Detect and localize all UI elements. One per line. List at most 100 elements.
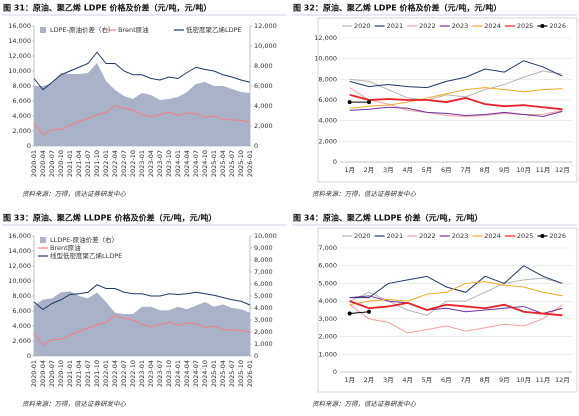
y-tick-label: 16,000 bbox=[8, 232, 31, 240]
x-tick-label: 2021-10 bbox=[93, 150, 101, 177]
line bbox=[349, 311, 370, 315]
y-tick-label: 16,000 bbox=[8, 22, 31, 30]
x-tick-label: 7月 bbox=[460, 376, 471, 384]
legend-label: 2024 bbox=[484, 22, 501, 30]
line bbox=[33, 314, 251, 346]
y-tick-label: 8,000 bbox=[318, 75, 337, 83]
y-tick-label: 4,000 bbox=[12, 322, 31, 330]
x-tick-label: 2021-04 bbox=[75, 150, 83, 177]
legend-label: 2020 bbox=[354, 22, 371, 30]
legend-label: 2021 bbox=[387, 22, 404, 30]
x-tick-label: 2025-07 bbox=[228, 150, 236, 177]
y2-tick-label: 8,000 bbox=[254, 256, 273, 264]
x-tick-label: 2021-07 bbox=[84, 360, 92, 387]
frame bbox=[317, 227, 578, 393]
x-tick-label: 2024-07 bbox=[192, 360, 200, 387]
x-tick-label: 2025-07 bbox=[228, 360, 236, 387]
point bbox=[367, 100, 371, 105]
y-tick-label: 10,000 bbox=[8, 67, 31, 75]
legend-marker bbox=[540, 234, 545, 238]
legend-swatch bbox=[40, 237, 46, 243]
area bbox=[34, 63, 250, 146]
source-note: 资料来源：万得，信达证券研发中心 bbox=[22, 190, 127, 198]
line bbox=[349, 93, 563, 111]
x-tick-label: 2022-10 bbox=[129, 360, 137, 387]
x-tick-label: 1月 bbox=[344, 166, 355, 174]
x-tick-label: 2021-04 bbox=[75, 360, 83, 387]
line bbox=[349, 70, 563, 101]
x-tick-label: 2023-10 bbox=[165, 360, 173, 387]
x-tick-label: 2月 bbox=[364, 166, 375, 174]
x-tick-label: 2025-01 bbox=[210, 360, 218, 387]
y-tick-label: 0 bbox=[27, 352, 31, 360]
x-tick-label: 3月 bbox=[383, 376, 394, 384]
y-tick-label: 2,000 bbox=[318, 137, 337, 145]
x-tick-label: 2023-01 bbox=[138, 360, 146, 387]
x-tick-label: 2025-10 bbox=[237, 360, 245, 387]
y-tick-label: 0 bbox=[27, 142, 31, 150]
y-tick-label: 2,000 bbox=[12, 127, 31, 135]
x-tick-label: 2026-01 bbox=[246, 360, 254, 387]
x-tick-label: 2022-10 bbox=[129, 150, 137, 177]
x-tick-label: 5月 bbox=[422, 166, 433, 174]
point bbox=[347, 100, 352, 105]
legend-label: 2026 bbox=[549, 232, 566, 240]
x-tick-label: 2024-04 bbox=[183, 360, 191, 387]
line bbox=[33, 51, 251, 91]
x-tick-label: 9月 bbox=[499, 166, 510, 174]
frame bbox=[317, 17, 578, 183]
x-tick-label: 8月 bbox=[480, 376, 491, 384]
x-tick-label: 2023-07 bbox=[156, 150, 164, 177]
x-tick-label: 2023-10 bbox=[165, 150, 173, 177]
legend-label: 2021 bbox=[387, 232, 404, 240]
legend-label: 低密度聚乙烯LDPE bbox=[186, 25, 242, 34]
line bbox=[349, 295, 563, 315]
legend-label: 2022 bbox=[419, 22, 436, 30]
x-tick-label: 9月 bbox=[499, 376, 510, 384]
y2-tick-label: 0 bbox=[254, 352, 258, 360]
line bbox=[33, 104, 251, 136]
y2-tick-label: 9,000 bbox=[254, 244, 273, 252]
x-tick-label: 2025-10 bbox=[237, 150, 245, 177]
x-tick-label: 7月 bbox=[460, 166, 471, 174]
x-tick-label: 2021-01 bbox=[66, 360, 74, 387]
x-tick-label: 11月 bbox=[536, 376, 551, 384]
x-tick-label: 6月 bbox=[441, 166, 452, 174]
y2-tick-label: 8,000 bbox=[254, 62, 273, 70]
legend-marker bbox=[540, 24, 545, 28]
y2-tick-label: 5,000 bbox=[254, 292, 273, 300]
x-tick-label: 2024-01 bbox=[174, 360, 182, 387]
x-tick-label: 2020-10 bbox=[57, 360, 65, 387]
x-tick-label: 2023-01 bbox=[138, 150, 146, 177]
y-tick-label: 4,000 bbox=[318, 297, 337, 305]
y2-tick-label: 1,000 bbox=[254, 340, 273, 348]
y-tick-label: 14,000 bbox=[8, 37, 31, 45]
y-tick-label: 4,000 bbox=[12, 112, 31, 120]
x-tick-label: 2022-07 bbox=[120, 150, 128, 177]
legend-label: LLDPE-原油价差（右） bbox=[50, 235, 118, 244]
y-tick-label: 2,000 bbox=[12, 337, 31, 345]
x-tick-label: 2023-04 bbox=[147, 150, 155, 177]
y2-tick-label: 4,000 bbox=[254, 102, 273, 110]
x-tick-label: 10月 bbox=[516, 376, 531, 384]
x-tick-label: 11月 bbox=[536, 166, 551, 174]
x-tick-label: 2022-04 bbox=[111, 360, 119, 387]
chart-title: 图 34：原油、聚乙烯 LLDPE 价差（元/吨，元/吨） bbox=[293, 213, 483, 223]
y-tick-label: 3,000 bbox=[318, 315, 337, 323]
x-tick-label: 2022-01 bbox=[102, 150, 110, 177]
x-tick-label: 2024-07 bbox=[192, 150, 200, 177]
y-tick-label: 6,000 bbox=[12, 97, 31, 105]
legend-label: 线型低密度聚乙烯LLDPE bbox=[50, 251, 122, 260]
line bbox=[349, 265, 563, 299]
y2-tick-label: 12,000 bbox=[254, 22, 277, 30]
x-tick-label: 8月 bbox=[480, 166, 491, 174]
x-tick-label: 2020-04 bbox=[39, 150, 47, 177]
y2-tick-label: 2,000 bbox=[254, 122, 273, 130]
source-note: 资料来源：万得，信达证券研发中心 bbox=[312, 190, 417, 198]
legend-swatch bbox=[40, 27, 46, 33]
line bbox=[349, 87, 563, 109]
x-tick-label: 2022-01 bbox=[102, 360, 110, 387]
source-note: 资料来源：万得，信达证券研发中心 bbox=[312, 400, 417, 408]
y-tick-label: 6,000 bbox=[12, 307, 31, 315]
y-tick-label: 0 bbox=[333, 368, 337, 376]
